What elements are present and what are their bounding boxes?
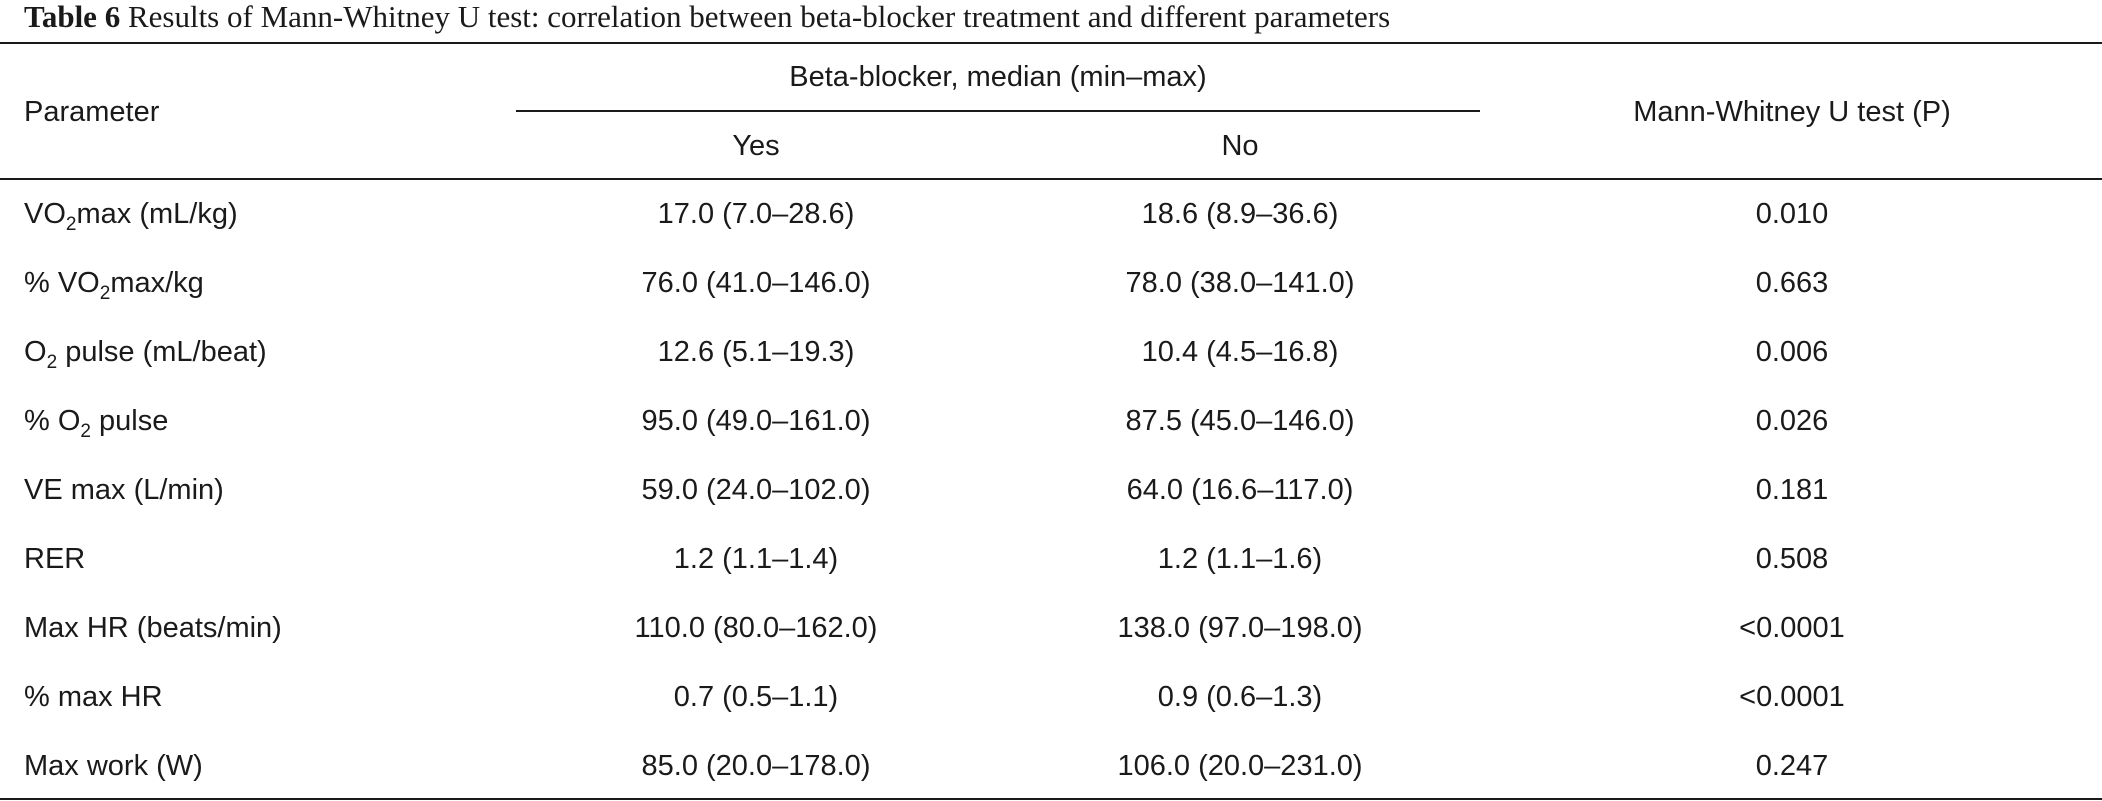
header-no: No — [1221, 130, 1259, 162]
row-no-value: 18.6 (8.9–36.6) — [1141, 198, 1339, 230]
spanner-rule — [516, 110, 1480, 112]
row-yes-value: 12.6 (5.1–19.3) — [657, 336, 855, 368]
row-parameter: VO2max (mL/kg) — [24, 198, 238, 235]
header-parameter: Parameter — [24, 96, 160, 128]
row-no-value: 10.4 (4.5–16.8) — [1141, 336, 1339, 368]
header-mann-whitney: Mann-Whitney U test (P) — [1633, 96, 1951, 128]
row-parameter: O2 pulse (mL/beat) — [24, 336, 267, 373]
row-p-value: 0.026 — [1755, 405, 1829, 437]
top-rule — [0, 42, 2102, 44]
row-p-value: 0.006 — [1755, 336, 1829, 368]
header-beta-blocker-group: Beta-blocker, median (min–max) — [789, 61, 1207, 93]
row-yes-value: 95.0 (49.0–161.0) — [641, 405, 871, 437]
row-p-value: <0.0001 — [1739, 681, 1845, 713]
row-no-value: 87.5 (45.0–146.0) — [1125, 405, 1355, 437]
row-parameter: % O2 pulse — [24, 405, 169, 442]
row-p-value: <0.0001 — [1739, 612, 1845, 644]
row-yes-value: 85.0 (20.0–178.0) — [641, 750, 871, 782]
bottom-rule — [0, 798, 2102, 800]
table-caption: Table 6 Results of Mann-Whitney U test: … — [24, 0, 1390, 36]
row-yes-value: 76.0 (41.0–146.0) — [641, 267, 871, 299]
row-no-value: 1.2 (1.1–1.6) — [1157, 543, 1323, 575]
row-no-value: 106.0 (20.0–231.0) — [1117, 750, 1363, 782]
row-p-value: 0.247 — [1755, 750, 1829, 782]
row-yes-value: 1.2 (1.1–1.4) — [673, 543, 839, 575]
row-parameter: % max HR — [24, 681, 163, 713]
row-parameter: Max HR (beats/min) — [24, 612, 282, 644]
row-parameter: RER — [24, 543, 86, 575]
row-parameter: % VO2max/kg — [24, 267, 204, 304]
row-p-value: 0.508 — [1755, 543, 1829, 575]
row-no-value: 64.0 (16.6–117.0) — [1126, 474, 1354, 506]
header-yes: Yes — [732, 130, 780, 162]
row-no-value: 138.0 (97.0–198.0) — [1117, 612, 1363, 644]
row-yes-value: 59.0 (24.0–102.0) — [641, 474, 871, 506]
table-title: Results of Mann-Whitney U test: correlat… — [120, 0, 1391, 34]
row-p-value: 0.663 — [1755, 267, 1829, 299]
table-number: Table 6 — [24, 0, 121, 34]
row-yes-value: 110.0 (80.0–162.0) — [634, 612, 878, 644]
row-no-value: 0.9 (0.6–1.3) — [1157, 681, 1323, 713]
row-yes-value: 17.0 (7.0–28.6) — [657, 198, 855, 230]
row-parameter: VE max (L/min) — [24, 474, 224, 506]
row-p-value: 0.181 — [1755, 474, 1829, 506]
header-rule — [0, 178, 2102, 180]
row-no-value: 78.0 (38.0–141.0) — [1125, 267, 1355, 299]
row-parameter: Max work (W) — [24, 750, 203, 782]
row-p-value: 0.010 — [1755, 198, 1829, 230]
row-yes-value: 0.7 (0.5–1.1) — [673, 681, 839, 713]
